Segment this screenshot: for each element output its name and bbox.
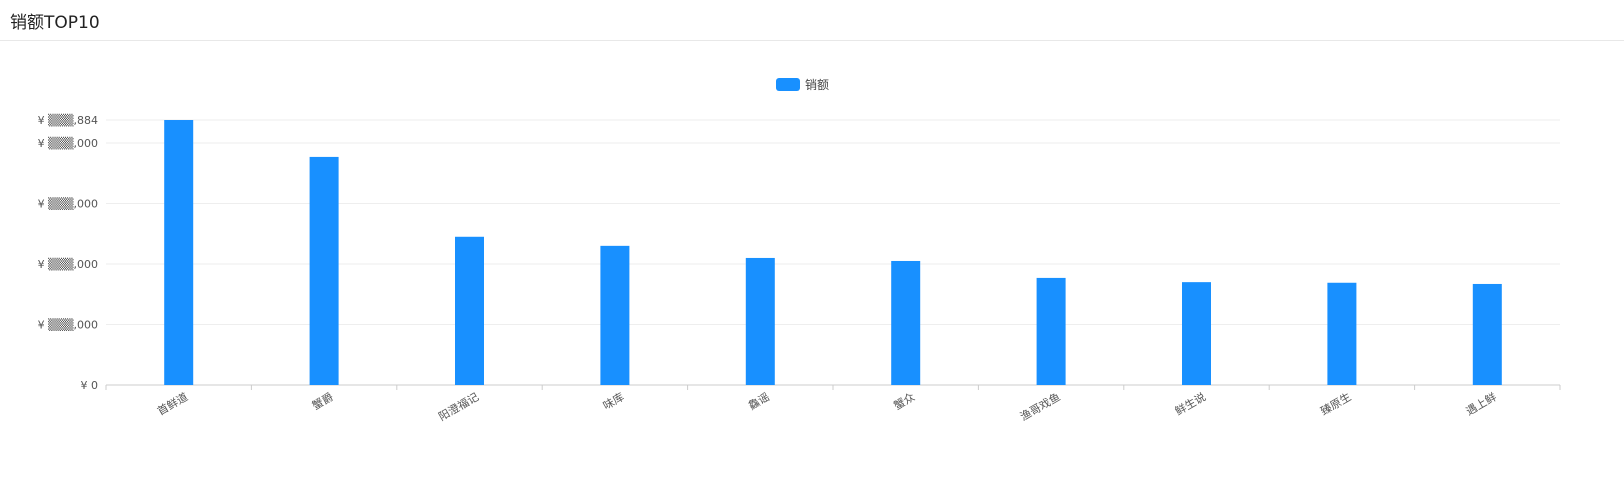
x-tick-label: 臻原生	[1318, 389, 1354, 418]
y-tick-label: ¥ ▒▒▒,000	[38, 136, 98, 150]
bar[interactable]	[1472, 283, 1502, 385]
bar[interactable]	[1182, 282, 1211, 385]
x-tick-label: 首鲜道	[155, 389, 191, 418]
x-tick-label: 鲜生说	[1172, 389, 1208, 418]
x-tick-label: 阳澄福记	[436, 389, 481, 423]
bar[interactable]	[164, 120, 194, 385]
bar[interactable]	[1036, 277, 1066, 385]
x-tick-label: 蟹众	[891, 389, 917, 412]
y-tick-label: ¥ ▒▒▒,000	[38, 197, 98, 211]
x-tick-label: 蟹爵	[310, 389, 336, 412]
x-tick-label: 渔哥戏鱼	[1017, 389, 1062, 423]
bar[interactable]	[745, 257, 775, 385]
bar[interactable]	[309, 156, 339, 385]
bar[interactable]	[1327, 282, 1357, 385]
y-tick-label: ¥ ▒▒▒,000	[38, 257, 98, 271]
y-tick-label: ¥ ▒▒▒,884	[38, 113, 98, 127]
x-tick-label: 味库	[601, 390, 627, 412]
x-tick-label: 遇上鲜	[1463, 389, 1499, 418]
x-tick-label: 鱻谣	[746, 389, 772, 412]
bar[interactable]	[891, 260, 921, 385]
page-title: 销额TOP10	[0, 0, 1624, 41]
bar[interactable]	[455, 236, 484, 385]
legend-item[interactable]: 销额	[776, 76, 829, 93]
y-tick-label: ¥ ▒▒▒,000	[38, 318, 98, 332]
bar[interactable]	[600, 245, 630, 385]
legend-label: 销额	[805, 78, 830, 92]
y-tick-label: ¥ 0	[81, 379, 99, 392]
legend-swatch	[776, 78, 800, 91]
